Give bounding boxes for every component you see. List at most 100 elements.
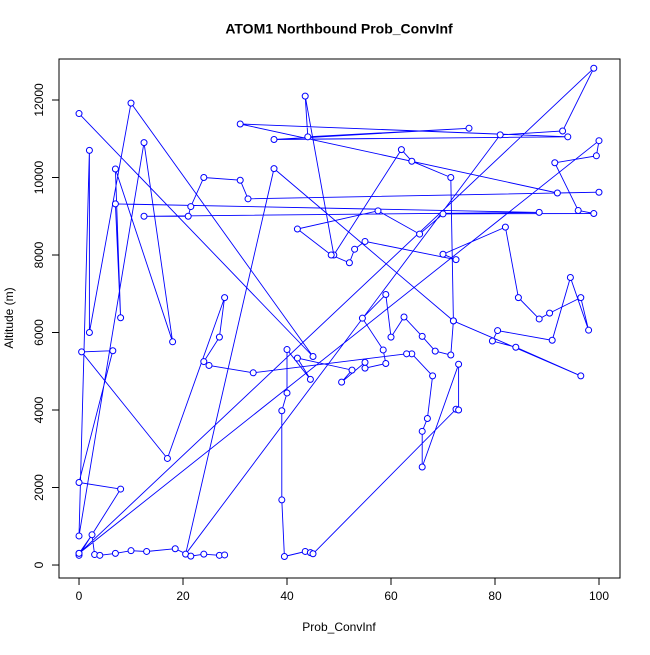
data-point <box>439 210 447 218</box>
data-point <box>592 152 600 160</box>
data-point <box>127 547 135 555</box>
data-point <box>236 176 244 184</box>
y-tick-label: 4000 <box>32 396 46 423</box>
data-point <box>455 406 463 414</box>
data-point <box>184 212 192 220</box>
data-point <box>293 354 301 362</box>
data-point <box>301 92 309 100</box>
data-point <box>338 378 346 386</box>
x-axis-label: Prob_ConvInf <box>302 620 376 634</box>
data-point <box>249 369 257 377</box>
data-point <box>382 291 390 299</box>
x-tick-label: 80 <box>488 589 502 603</box>
y-tick-label: 12000 <box>32 83 46 117</box>
data-point <box>590 210 598 218</box>
y-tick-label: 2000 <box>32 474 46 501</box>
data-point <box>244 195 252 203</box>
data-point <box>283 389 291 397</box>
data-point <box>590 64 598 72</box>
data-point <box>577 294 585 302</box>
data-point <box>361 237 369 245</box>
data-point <box>382 360 390 368</box>
data-point <box>270 136 278 144</box>
data-point <box>309 550 317 558</box>
x-tick-label: 60 <box>384 589 398 603</box>
data-point <box>109 347 117 355</box>
data-point <box>447 174 455 182</box>
data-point <box>574 206 582 214</box>
data-point <box>127 99 135 107</box>
data-point <box>379 346 387 354</box>
data-point <box>351 245 359 253</box>
data-point <box>345 259 353 267</box>
data-point <box>496 131 504 139</box>
data-point <box>400 313 408 321</box>
data-point <box>564 133 572 141</box>
data-point <box>187 552 195 560</box>
data-point <box>535 208 543 216</box>
data-point <box>140 212 148 220</box>
data-point <box>278 496 286 504</box>
data-point <box>85 146 93 154</box>
data-point <box>551 159 559 167</box>
y-tick-label: 0 <box>32 561 46 568</box>
data-point <box>236 120 244 128</box>
data-point <box>361 358 369 366</box>
data-point <box>111 165 119 173</box>
y-tick-label: 8000 <box>32 241 46 268</box>
data-point <box>200 550 208 558</box>
data-point <box>488 337 496 345</box>
data-point <box>514 294 522 302</box>
data-point <box>96 551 104 559</box>
data-point <box>501 223 509 231</box>
data-point <box>374 207 382 215</box>
data-point <box>403 350 411 358</box>
data-point <box>75 110 83 118</box>
data-point <box>595 137 603 145</box>
data-point <box>111 200 119 208</box>
data-point <box>423 415 431 423</box>
data-point <box>75 532 83 540</box>
data-point <box>215 333 223 341</box>
data-point <box>306 375 314 383</box>
data-point <box>559 127 567 135</box>
data-point <box>418 427 426 435</box>
chart-title: ATOM1 Northbound Prob_ConvInf <box>225 21 453 37</box>
data-point <box>78 348 86 356</box>
data-point <box>535 315 543 323</box>
data-point <box>200 174 208 182</box>
x-tick-label: 20 <box>176 589 190 603</box>
data-point <box>447 351 455 359</box>
x-tick-label: 40 <box>280 589 294 603</box>
data-point <box>293 225 301 233</box>
data-point <box>397 146 405 154</box>
data-point <box>85 329 93 337</box>
data-point <box>187 203 195 211</box>
data-point <box>548 336 556 344</box>
data-point <box>75 478 83 486</box>
data-point <box>418 463 426 471</box>
x-tick-label: 0 <box>76 589 83 603</box>
data-point <box>465 124 473 132</box>
data-point <box>348 366 356 374</box>
data-point <box>416 230 424 238</box>
data-point <box>171 545 179 553</box>
data-point <box>387 333 395 341</box>
data-point <box>358 314 366 322</box>
data-point <box>449 317 457 325</box>
data-point <box>163 454 171 462</box>
data-point <box>429 372 437 380</box>
data-point <box>512 343 520 351</box>
data-point <box>117 314 125 322</box>
data-point <box>278 407 286 415</box>
y-axis-label: Altitude (m) <box>2 287 16 348</box>
data-point <box>327 251 335 259</box>
data-point <box>205 361 213 369</box>
data-point <box>455 360 463 368</box>
data-point <box>452 256 460 264</box>
data-point <box>221 551 229 559</box>
data-point <box>546 309 554 317</box>
x-tick-label: 100 <box>589 589 609 603</box>
data-point <box>566 273 574 281</box>
